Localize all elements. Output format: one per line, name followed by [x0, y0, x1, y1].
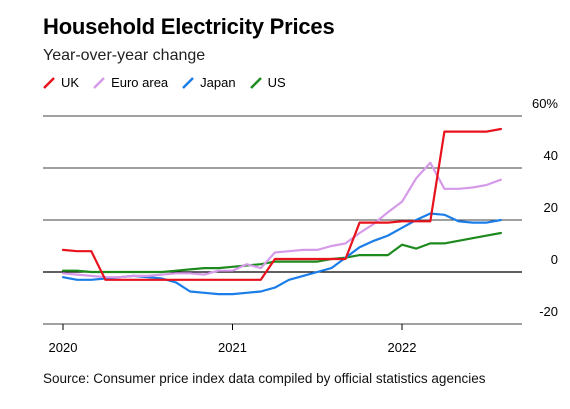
y-tick-label: 0 [551, 252, 558, 267]
legend-item-uk: UK [43, 75, 79, 90]
chart-title: Household Electricity Prices [43, 14, 335, 39]
legend-swatch-japan [182, 76, 195, 89]
series-line-us [61, 231, 502, 274]
series-line-euro-area [61, 161, 502, 279]
legend-swatch-euro-area [93, 76, 105, 89]
series-line-japan [61, 212, 502, 296]
legend: UK Euro area Japan US [43, 75, 300, 90]
legend-label-euro-area: Euro area [111, 75, 169, 90]
x-tick-label: 2020 [49, 340, 78, 355]
legend-item-us: US [249, 75, 286, 90]
y-tick-label: 60% [532, 96, 558, 111]
series-line-uk [61, 127, 502, 281]
legend-swatch-us [249, 76, 262, 89]
y-tick-label: 40 [544, 148, 558, 163]
y-tick-label: -20 [539, 304, 558, 319]
legend-item-euro-area: Euro area [93, 75, 168, 90]
source-note: Source: Consumer price index data compil… [43, 371, 486, 386]
chart-subtitle: Year-over-year change [43, 47, 206, 64]
legend-swatch-uk [43, 76, 55, 89]
legend-item-japan: Japan [182, 75, 236, 90]
legend-label-us: US [267, 75, 286, 90]
legend-label-japan: Japan [200, 75, 236, 90]
y-tick-label: 20 [544, 200, 558, 215]
x-tick-label: 2022 [388, 340, 417, 355]
legend-label-uk: UK [61, 75, 80, 90]
x-tick-label: 2021 [218, 340, 247, 355]
